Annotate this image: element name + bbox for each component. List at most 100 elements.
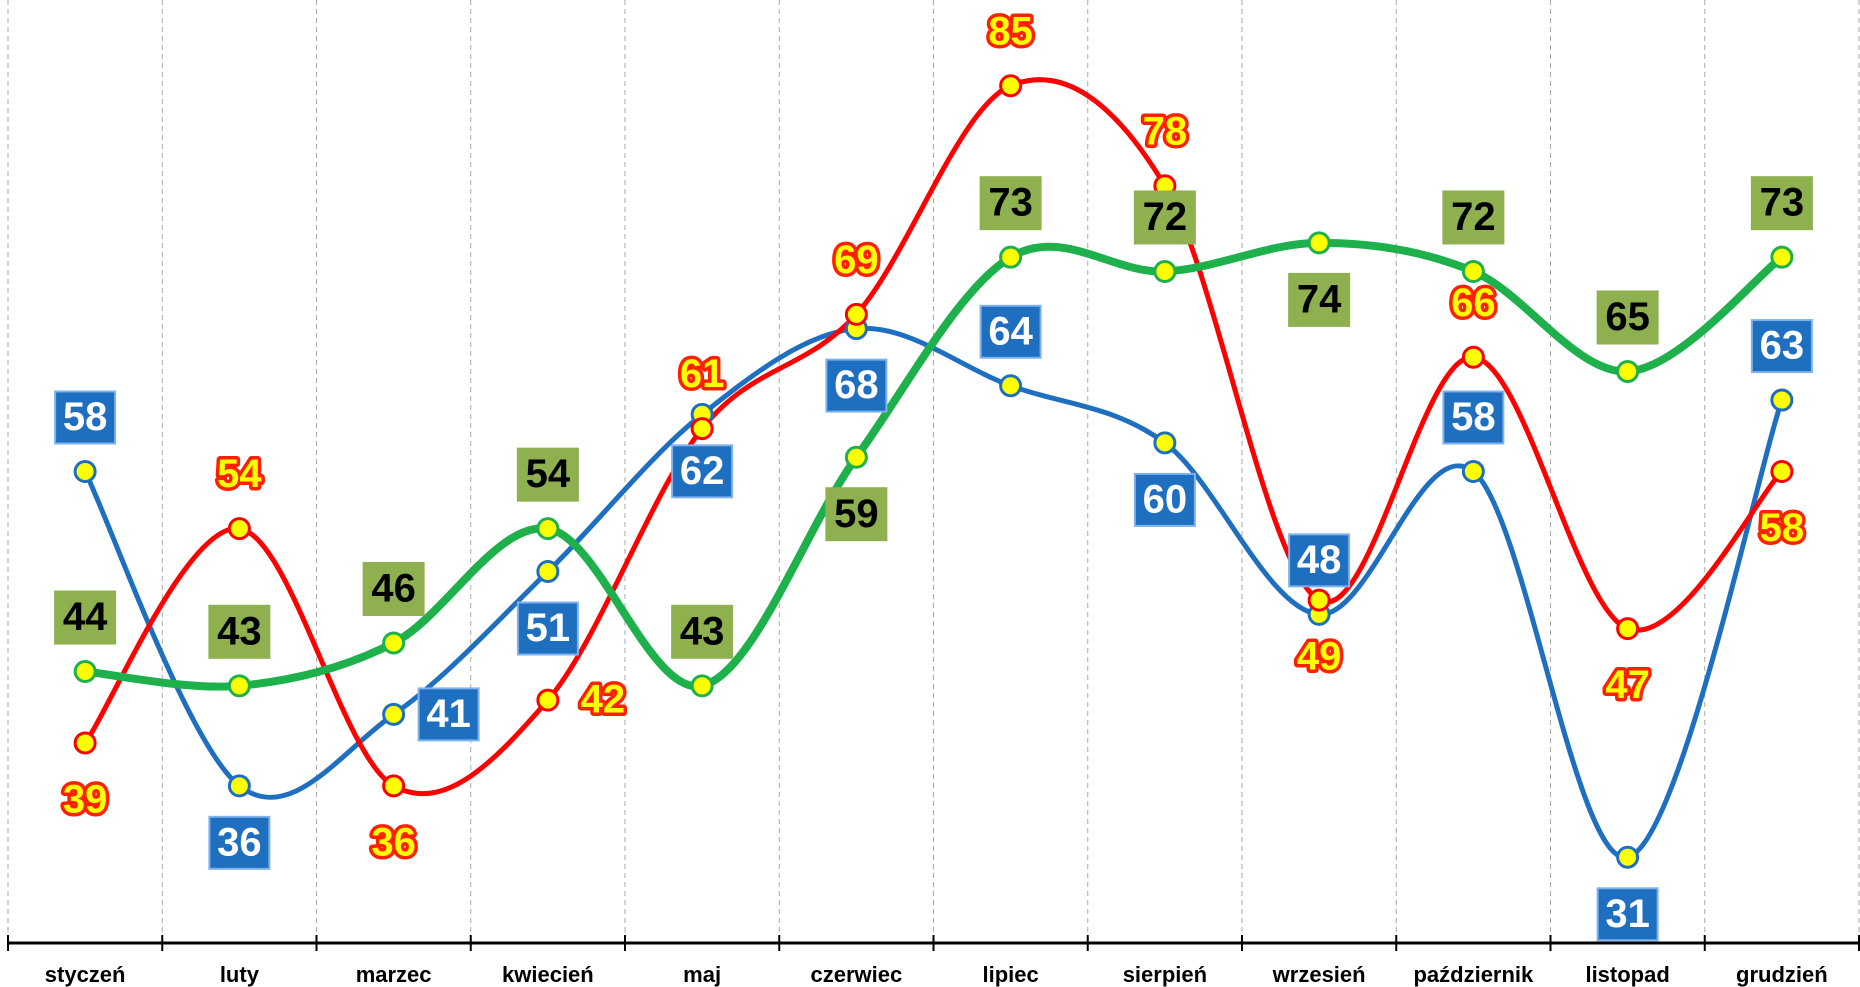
data-label: 47	[1602, 660, 1654, 711]
data-label: 72	[1442, 190, 1505, 245]
label-text: 72	[1451, 195, 1496, 239]
point-marker	[844, 445, 868, 469]
label-text: 58	[1760, 506, 1805, 550]
point-marker	[1461, 460, 1485, 483]
data-label: 54	[516, 447, 579, 502]
label-box	[516, 601, 579, 656]
label-box	[516, 447, 579, 502]
label-text: 54	[526, 452, 571, 496]
label-box	[1133, 190, 1196, 245]
data-label: 39	[59, 774, 111, 825]
label-box	[825, 487, 888, 542]
x-tick-label: kwiecień	[502, 962, 594, 987]
label-text: 69	[834, 238, 879, 282]
point-marker	[382, 774, 406, 798]
point-marker	[73, 460, 97, 483]
point-marker	[227, 674, 251, 698]
label-text: 47	[1605, 663, 1650, 707]
data-label: 43	[208, 604, 271, 659]
label-text: 36	[217, 820, 262, 864]
point-marker	[1770, 388, 1794, 412]
label-box	[1442, 190, 1505, 245]
point-marker	[1616, 359, 1640, 383]
point-marker	[1616, 845, 1640, 869]
x-tick-label: lipiec	[983, 962, 1039, 987]
point-marker	[73, 731, 97, 755]
point-marker	[1770, 460, 1794, 483]
point-marker	[1461, 259, 1485, 283]
point-marker	[227, 517, 251, 541]
data-label: 58	[1442, 390, 1505, 445]
label-box	[979, 304, 1042, 359]
label-box	[208, 815, 271, 870]
x-tick-label: sierpień	[1123, 962, 1207, 987]
data-label: 73	[1750, 176, 1813, 231]
data-label: 60	[1133, 472, 1196, 527]
point-marker	[690, 674, 714, 698]
x-tick-label: wrzesień	[1272, 962, 1366, 987]
label-text: 44	[63, 595, 108, 639]
data-label: 58	[1756, 503, 1808, 554]
x-tick-label: maj	[683, 962, 721, 987]
point-marker	[999, 74, 1023, 98]
data-label: 74	[1288, 272, 1351, 327]
label-text: 66	[1451, 281, 1496, 325]
label-text: 59	[834, 492, 879, 536]
data-label: 43	[671, 604, 734, 659]
x-tick-label: luty	[220, 962, 260, 987]
label-box	[417, 687, 480, 742]
label-text: 43	[217, 609, 262, 653]
label-box	[671, 604, 734, 659]
point-marker	[536, 688, 560, 712]
label-text: 31	[1605, 892, 1650, 936]
data-label: 49	[1293, 631, 1345, 682]
label-text: 61	[680, 352, 725, 396]
label-box	[1596, 290, 1659, 345]
x-tick-label: czerwiec	[811, 962, 903, 987]
label-text: 73	[1760, 181, 1805, 225]
label-box	[362, 561, 425, 616]
data-label: 72	[1133, 190, 1196, 245]
point-marker	[690, 417, 714, 441]
point-marker	[1153, 431, 1177, 455]
point-marker	[73, 660, 97, 684]
label-text: 36	[371, 820, 416, 864]
data-label: 61	[676, 349, 728, 400]
data-label: 42	[577, 674, 629, 725]
data-label: 66	[1448, 277, 1500, 328]
data-label: 59	[825, 487, 888, 542]
label-text: 63	[1760, 324, 1805, 368]
label-text: 39	[63, 778, 108, 822]
label-text: 78	[1143, 109, 1188, 153]
data-label: 69	[831, 234, 883, 285]
label-text: 58	[63, 395, 108, 439]
data-label: 85	[985, 6, 1037, 57]
label-text: 54	[217, 452, 262, 496]
point-marker	[382, 631, 406, 655]
data-label: 51	[516, 601, 579, 656]
x-tick-label: listopad	[1585, 962, 1669, 987]
point-marker	[1307, 588, 1331, 612]
x-tick-label: październik	[1413, 962, 1534, 987]
point-marker	[1770, 245, 1794, 269]
point-marker	[999, 374, 1023, 398]
label-text: 68	[834, 363, 879, 407]
point-marker	[999, 245, 1023, 269]
label-text: 73	[988, 181, 1033, 225]
data-label: 65	[1596, 290, 1659, 345]
point-marker	[536, 517, 560, 541]
label-text: 72	[1143, 195, 1188, 239]
label-box	[1750, 319, 1813, 374]
label-box	[825, 358, 888, 413]
point-marker	[1153, 259, 1177, 283]
label-text: 62	[680, 449, 725, 493]
data-label: 41	[417, 687, 480, 742]
series-line	[82, 77, 1785, 797]
label-box	[1133, 472, 1196, 527]
data-label: 44	[54, 590, 117, 645]
label-text: 49	[1297, 635, 1342, 679]
x-tick-label: grudzień	[1736, 962, 1828, 987]
label-box	[1288, 533, 1351, 588]
label-box	[54, 390, 117, 445]
